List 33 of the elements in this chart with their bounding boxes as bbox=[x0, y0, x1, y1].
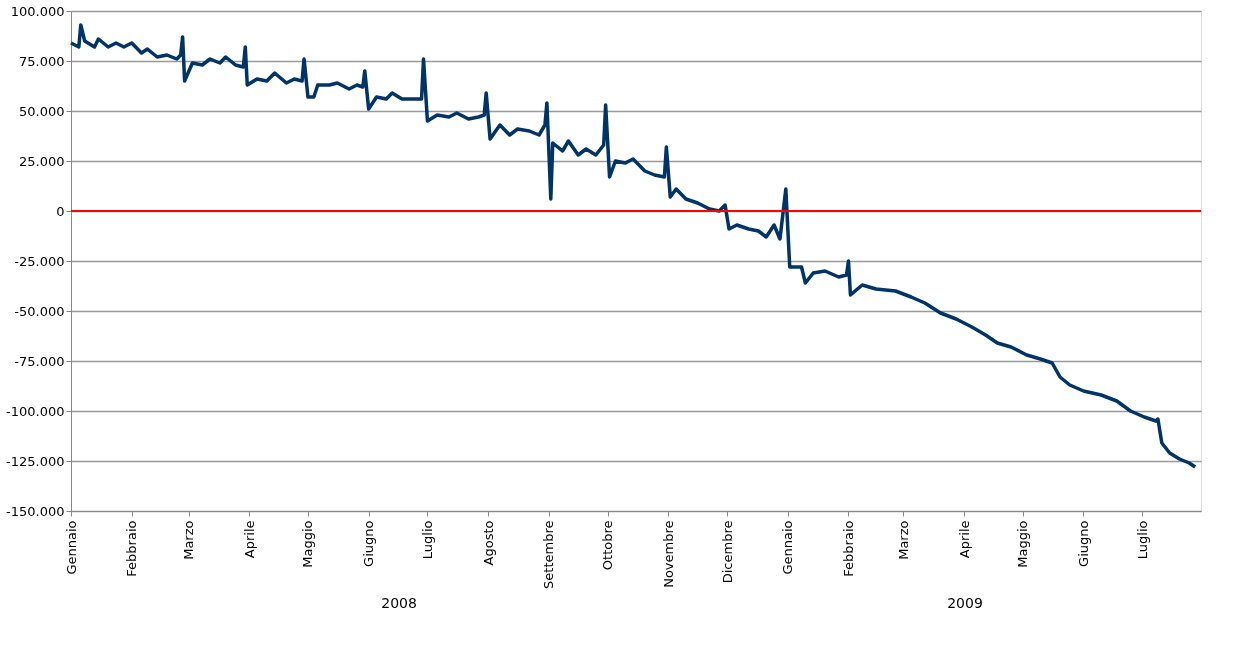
y-tick-label: -50.000 bbox=[14, 303, 65, 319]
x-tick-label: Maggio bbox=[1015, 520, 1031, 568]
x-tick-label: Gennaio bbox=[63, 520, 79, 575]
x-tick-label: Febbraio bbox=[840, 520, 856, 577]
x-tick-label: Luglio bbox=[419, 520, 435, 560]
x-tick-label: Giugno bbox=[361, 520, 377, 567]
x-tick-label: Gennaio bbox=[780, 520, 796, 575]
y-tick-label: -150.000 bbox=[6, 503, 65, 519]
line-series bbox=[69, 23, 1197, 469]
x-tick-label: Marzo bbox=[181, 520, 196, 560]
x-tick-label: Aprile bbox=[956, 520, 972, 559]
x-tick-label: Settembre bbox=[541, 520, 557, 589]
y-tick-label: -25.000 bbox=[14, 253, 65, 269]
x-tick-label: Marzo bbox=[895, 520, 911, 560]
x-tick-label: Ottobre bbox=[600, 520, 616, 571]
y-tick-label: 0 bbox=[56, 203, 65, 219]
y-tick-label: -100.000 bbox=[6, 403, 65, 419]
text: 2008 bbox=[381, 595, 417, 611]
y-tick-label: -125.000 bbox=[6, 453, 65, 469]
x-tick-label: Novembre bbox=[660, 520, 676, 588]
x-tick-label: Maggio bbox=[300, 520, 316, 568]
y-tick-label: 25.000 bbox=[19, 153, 65, 169]
y-tick-label: 75.000 bbox=[19, 53, 65, 69]
y-tick-label: -75.000 bbox=[14, 353, 65, 369]
text: 2009 bbox=[947, 595, 983, 611]
x-tick-label: Dicembre bbox=[719, 520, 735, 584]
y-tick-label: 50.000 bbox=[19, 103, 65, 119]
x-tick-label: Luglio bbox=[1134, 520, 1150, 560]
x-tick-label: Aprile bbox=[241, 520, 257, 559]
x-tick-label: Giugno bbox=[1076, 520, 1091, 567]
x-tick-label: Febbraio bbox=[124, 520, 140, 577]
y-tick-label: 100.000 bbox=[10, 3, 65, 19]
x-tick-label: Agosto bbox=[480, 520, 496, 566]
